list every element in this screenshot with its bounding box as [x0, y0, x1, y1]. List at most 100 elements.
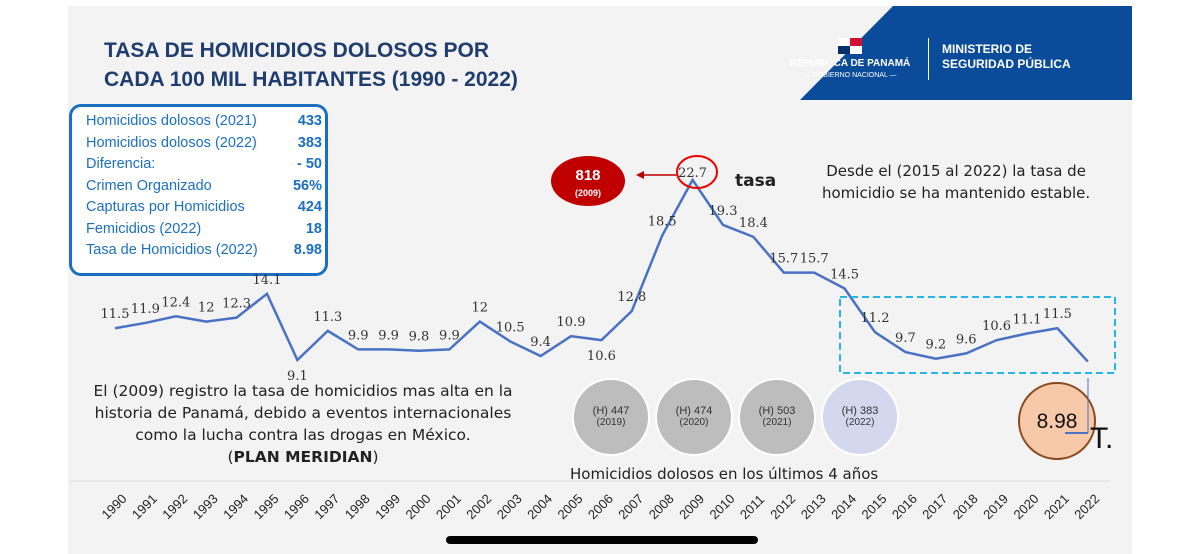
- circle-count: (H) 447: [592, 405, 630, 417]
- x-tick-label: 1996: [281, 491, 312, 522]
- x-tick-label: 1991: [129, 491, 160, 522]
- gobierno-label: — GOBIERNO NACIONAL —: [803, 72, 897, 79]
- tasa-label: tasa: [735, 171, 776, 191]
- data-label: 12.4: [161, 295, 190, 310]
- x-tick-label: 1990: [99, 491, 130, 522]
- x-tick-label: 2012: [767, 491, 798, 522]
- data-label: 12: [198, 301, 215, 316]
- circle-count: (H) 474: [675, 405, 713, 417]
- x-tick-label: 2002: [463, 491, 494, 522]
- data-label: 12: [472, 301, 489, 316]
- circle-year: (2020): [679, 417, 709, 428]
- last-value: 8.98: [1037, 410, 1078, 433]
- info-label: Diferencia:: [86, 156, 156, 172]
- x-tick-label: 2003: [494, 491, 525, 522]
- peak-homicides-value: 818: [575, 167, 600, 184]
- info-value: 8.98: [293, 242, 322, 258]
- republica-label: REPÚBLICA DE PANAMÁ: [789, 58, 911, 69]
- info-label: Femicidios (2022): [86, 220, 202, 237]
- data-label: 9.2: [925, 338, 946, 353]
- x-tick-label: 1992: [159, 491, 190, 522]
- last-value-circle: [1018, 382, 1096, 460]
- data-label: 9.9: [348, 328, 369, 343]
- scroll-indicator[interactable]: [446, 536, 758, 544]
- x-tick-label: 1994: [220, 491, 251, 522]
- x-tick-label: 2017: [919, 491, 950, 522]
- data-label: 11.3: [313, 310, 342, 325]
- info-box: Homicidios dolosos (2021) 433 Homicidios d…: [69, 104, 328, 276]
- data-label: 19.3: [709, 204, 738, 219]
- x-tick-label: 2007: [615, 491, 646, 522]
- peak-homicides-badge: [551, 156, 625, 206]
- x-tick-label: 1999: [372, 491, 403, 522]
- x-tick-label: 2019: [980, 491, 1011, 522]
- ministerio-label: MINISTERIO DE SEGURIDAD PÚBLICA: [942, 42, 1071, 71]
- x-tick-label: 2015: [859, 491, 890, 522]
- info-label: Crimen Organizado: [86, 177, 212, 194]
- info-label: Tasa de Homicidios (2022): [86, 242, 258, 258]
- data-label: 14.1: [253, 273, 282, 288]
- circle-count: (H) 383: [841, 405, 879, 417]
- data-label: 11.1: [1013, 313, 1042, 328]
- data-label: 15.7: [800, 252, 829, 267]
- data-label: 22.7: [678, 166, 707, 181]
- circle-year: (2022): [845, 417, 875, 428]
- data-label: 18.5: [648, 215, 677, 230]
- data-label: 9.9: [439, 328, 460, 343]
- data-label: 12.8: [617, 290, 646, 305]
- data-label: 11.9: [131, 302, 160, 317]
- data-label: 9.9: [378, 328, 399, 343]
- homicides-circle: (H) 474 (2020): [655, 378, 733, 456]
- data-label: 11.5: [1043, 307, 1072, 322]
- info-row: Crimen Organizado 56%: [86, 178, 322, 194]
- info-label: Homicidios dolosos (2022): [86, 134, 257, 151]
- x-tick-label: 2010: [707, 491, 738, 522]
- peak-circle: [676, 155, 718, 189]
- info-value: 424: [297, 199, 322, 215]
- data-label: 9.8: [409, 330, 430, 345]
- info-row: Capturas por Homicidios 424: [86, 199, 322, 215]
- x-tick-label: 1998: [342, 491, 373, 522]
- x-tick-label: 2011: [737, 492, 767, 522]
- x-tick-label: 2022: [1071, 491, 1102, 522]
- info-value: 383: [297, 134, 322, 151]
- data-label: 10.5: [496, 320, 525, 335]
- info-row: Diferencia: - 50: [86, 156, 322, 172]
- page-title: TASA DE HOMICIDIOS DOLOSOS POR CADA 100 M…: [104, 39, 518, 91]
- homicides-circle: (H) 503 (2021): [738, 378, 816, 456]
- data-label: 14.5: [830, 268, 859, 283]
- x-tick-label: 2016: [889, 491, 920, 522]
- data-label: 10.9: [557, 315, 586, 330]
- x-tick-label: 2018: [950, 491, 981, 522]
- panama-flag-icon: [838, 38, 862, 54]
- arrow-head-icon: [636, 171, 644, 179]
- circle-year: (2021): [762, 417, 792, 428]
- info-row: Femicidios (2022) 18: [86, 221, 322, 237]
- data-label: 12.3: [222, 297, 251, 312]
- last-suffix: T.: [1090, 422, 1113, 455]
- info-row: Tasa de Homicidios (2022) 8.98: [86, 242, 322, 258]
- info-value: 56%: [292, 177, 322, 194]
- data-label: 9.6: [956, 332, 977, 347]
- info-value: 18: [305, 220, 322, 237]
- divider: [928, 38, 929, 80]
- data-label: 10.6: [982, 319, 1011, 334]
- x-tick-label: 1997: [311, 491, 342, 522]
- x-tick-label: 2020: [1011, 491, 1042, 522]
- x-tick-label: 2021: [1041, 491, 1072, 522]
- data-label: 18.4: [739, 216, 768, 231]
- info-value: 433: [297, 113, 322, 129]
- stable-note: Desde el (2015 al 2022) la tasa de homici…: [822, 162, 1091, 202]
- data-label: 15.7: [769, 252, 798, 267]
- homicides-circle: (H) 383 (2022): [821, 378, 899, 456]
- x-tick-label: 2001: [433, 491, 464, 522]
- stable-highlight-box: [839, 296, 1116, 374]
- info-row: Homicidios dolosos (2021) 433: [86, 113, 322, 129]
- x-tick-label: 2000: [403, 491, 434, 522]
- peak-year: (2009): [575, 188, 601, 198]
- x-tick-label: 2004: [524, 491, 555, 522]
- x-tick-label: 2005: [555, 491, 586, 522]
- data-label: 10.6: [587, 349, 616, 364]
- data-label: 9.4: [530, 335, 551, 350]
